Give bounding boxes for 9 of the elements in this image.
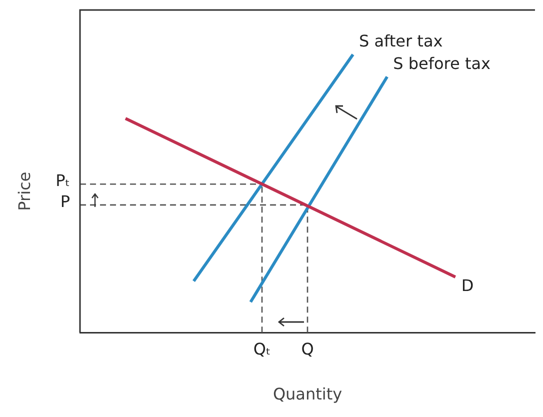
x-tick-label: Qₜ [253,339,271,358]
y-axis-title: Price [15,172,34,211]
series-label: S after tax [359,32,443,51]
series-label: D [461,276,474,296]
x-tick-label: Q [301,339,314,358]
ref-line-label: Pₜ [56,171,70,190]
x-axis-title: Quantity [272,384,342,404]
ref-line-label: P [60,192,70,212]
series-label: S before tax [393,54,490,73]
